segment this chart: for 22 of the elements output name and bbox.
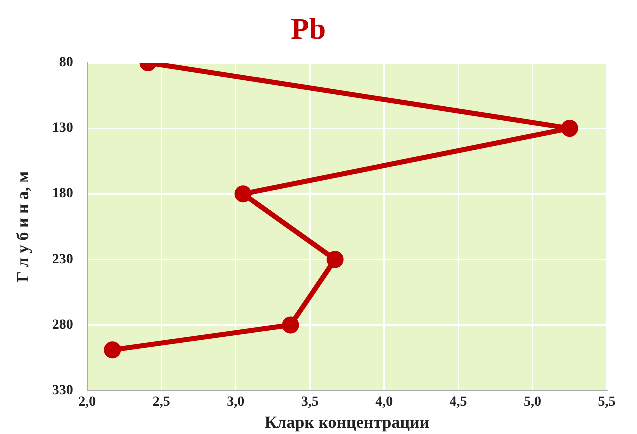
x-tick-label: 3,5 [301,394,319,410]
y-tick-label: 230 [52,252,74,268]
x-tick-label: 4,0 [376,394,394,410]
x-tick-label: 2,0 [78,394,96,410]
x-tick-label: 5,5 [598,394,616,410]
point [326,251,344,268]
chart-title: Pb [290,12,326,46]
point [282,316,300,334]
x-tick-label: 5,0 [524,394,542,410]
x-axis-title: Кларк концентрации [264,413,430,432]
y-tick-label: 130 [52,121,74,136]
y-axis-title: Г л у б и н а, м [14,170,33,282]
x-tick-label: 4,5 [450,394,468,410]
y-tick-label: 180 [52,186,74,202]
x-tick-label: 3,0 [227,394,245,410]
y-tick-label: 80 [59,56,74,71]
x-tick-label: 2,5 [152,394,170,410]
point [104,342,122,359]
y-tick-label: 330 [52,383,74,398]
point [234,186,252,203]
point [561,120,578,138]
y-tick-label: 280 [52,318,74,333]
